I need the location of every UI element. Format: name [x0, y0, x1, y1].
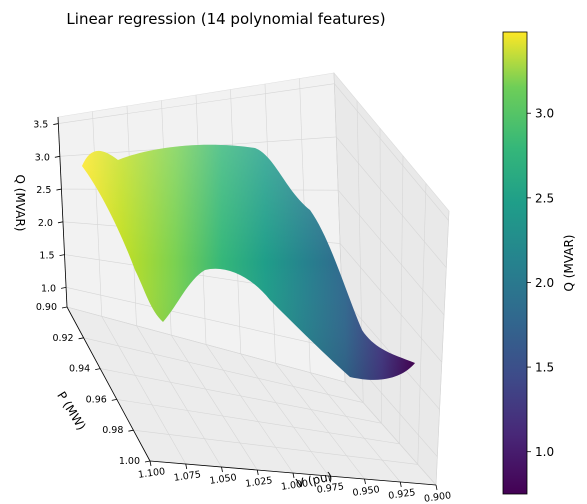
y-tick-mark: [128, 429, 134, 432]
z-axis-label: Q (MVAR): [13, 175, 27, 232]
x-tick-labels: 0.900 0.925 0.950 0.975 1.000 1.025 1.050 1.075…: [137, 460, 452, 504]
z-tick-mark: [56, 188, 62, 191]
x-gridline: [344, 381, 437, 486]
z-tick-label: 1.0: [41, 283, 56, 294]
y-tick-label: 0.90: [36, 302, 57, 313]
x-tick-mark: [185, 463, 188, 470]
y-axis-line: [66, 306, 151, 462]
y-gridline-wall: [399, 155, 404, 444]
z-tick-mark: [60, 286, 67, 289]
colorbar-ticks: 1.0 1.5 2.0 2.5 3.0: [527, 107, 554, 459]
z-tick-mark: [54, 155, 60, 158]
colorbar-tick-label: 2.0: [535, 276, 554, 290]
chart-title: Linear regression (14 polynomial feature…: [66, 10, 385, 28]
z-tick-mark: [57, 221, 64, 224]
z-gridline: [337, 190, 445, 316]
y-tick-label: 0.98: [102, 425, 123, 436]
z-tick-label: 2.5: [36, 185, 51, 196]
y-tick-mark: [95, 368, 101, 370]
x-tick-label: 1.025: [245, 475, 273, 490]
y-axis-label: P (MW): [54, 389, 88, 433]
x-tick-label: 1.050: [209, 472, 237, 487]
colorbar-tick-label: 1.5: [535, 361, 554, 375]
y-gridline-wall: [435, 210, 450, 486]
x-tick-mark: [399, 481, 402, 488]
surface-shading: [82, 144, 415, 380]
x-gridline: [170, 334, 258, 471]
x-tick-mark: [435, 484, 438, 491]
colorbar-gradient: [502, 31, 528, 495]
colorbar: 1.0 1.5 2.0 2.5 3.0 Q (MVAR): [502, 31, 576, 495]
x-gridline: [205, 344, 294, 474]
z-tick-mark: [53, 123, 59, 125]
y-tick-mark: [111, 399, 117, 401]
x-gridline: [240, 353, 329, 477]
z-gridline: [336, 136, 447, 268]
z-gridline: [334, 83, 449, 221]
x-tick-label: 1.075: [173, 469, 201, 484]
x-gridline-wall: [92, 111, 103, 317]
z-tick-label: 3.5: [33, 120, 48, 131]
x-tick-label: 1.100: [137, 466, 165, 481]
x-tick-label: 0.950: [352, 484, 380, 499]
colorbar-tick-label: 3.0: [535, 107, 554, 121]
x-tick-mark: [256, 469, 259, 476]
y-tick-label: 0.94: [69, 364, 90, 375]
x-tick-mark: [364, 478, 366, 485]
x-tick-label: 1.000: [280, 478, 308, 493]
x-gridline: [275, 363, 365, 480]
colorbar-tick-label: 2.5: [535, 191, 554, 205]
y-tick-mark: [61, 306, 68, 309]
x-gridline: [101, 316, 187, 465]
z-tick-label: 1.5: [39, 251, 54, 262]
y-tick-label: 0.96: [86, 394, 107, 405]
y-tick-label: 0.92: [52, 333, 73, 344]
x-tick-label: 0.900: [423, 490, 451, 504]
y-tick-mark: [78, 337, 84, 340]
z-tick-mark: [59, 254, 65, 256]
x-tick-mark: [292, 472, 295, 479]
y-tick-labels: 0.90 0.92 0.94 0.96 0.98 1.00: [36, 302, 151, 467]
surface: [82, 144, 415, 380]
z-gridline: [341, 296, 440, 410]
colorbar-label: Q (MVAR): [562, 235, 576, 292]
x-gridline: [310, 372, 401, 483]
z-tick-labels: 1.0 1.5 2.0 2.5 3.0 3.5: [33, 120, 67, 294]
x-tick-mark: [328, 475, 331, 482]
x-gridline: [136, 325, 222, 468]
y-gridline-wall: [417, 183, 427, 465]
x-tick-mark: [149, 460, 152, 467]
z-tick-label: 3.0: [35, 152, 50, 163]
x-tick-label: 0.925: [388, 487, 416, 502]
x-tick-mark: [221, 466, 223, 473]
y-tick-mark: [144, 460, 151, 463]
x-tick-label: 0.975: [316, 481, 344, 496]
y-tick-label: 1.00: [119, 456, 140, 467]
z-tick-label: 2.0: [38, 218, 53, 229]
z-axis-line: [57, 116, 68, 308]
colorbar-tick-label: 1.0: [535, 445, 554, 459]
z-gridline: [339, 243, 443, 363]
